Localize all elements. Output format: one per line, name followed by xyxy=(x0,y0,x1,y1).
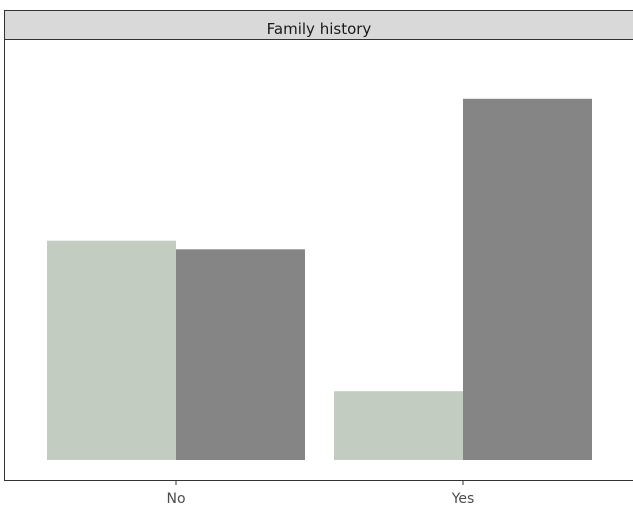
bars-group xyxy=(47,98,592,461)
x-ticks-group: No Yes xyxy=(166,480,475,507)
bar-yes-series-1 xyxy=(334,391,463,460)
facet-strip-label: Family history xyxy=(267,20,372,38)
facet-strip xyxy=(4,10,633,40)
x-tick-label-yes: Yes xyxy=(451,491,475,507)
bar-no-series-2 xyxy=(176,249,305,460)
bar-no-series-1 xyxy=(47,240,176,460)
x-tick-label-no: No xyxy=(166,491,185,507)
bar-yes-series-2 xyxy=(463,98,592,461)
